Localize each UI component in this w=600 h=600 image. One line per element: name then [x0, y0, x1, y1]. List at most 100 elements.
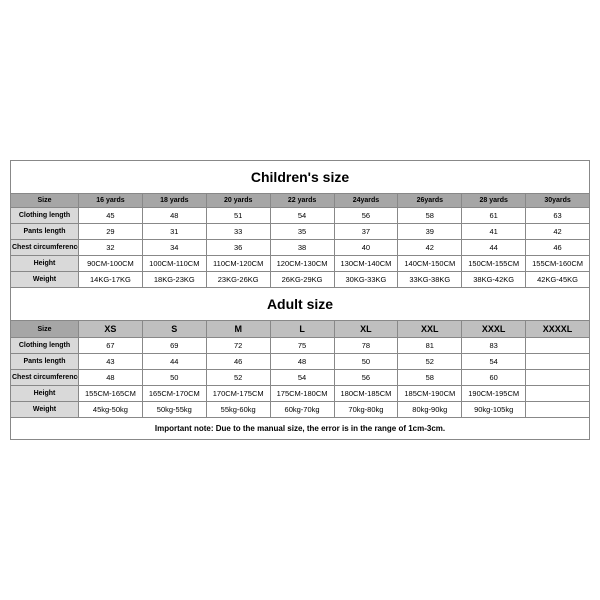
- children-cell: 150CM-155CM: [462, 256, 526, 272]
- adult-cell: [526, 338, 590, 354]
- adult-size-label: Size: [11, 321, 79, 338]
- children-cell: 110CM-120CM: [206, 256, 270, 272]
- children-row-2-label: Chest circumference 1/2: [11, 240, 79, 256]
- children-row-2: Chest circumference 1/2 32 34 36 38 40 4…: [11, 240, 590, 256]
- children-row-0: Clothing length 45 48 51 54 56 58 61 63: [11, 208, 590, 224]
- adult-size-3: L: [270, 321, 334, 338]
- adult-row-3-label: Height: [11, 386, 79, 402]
- children-cell: 14KG-17KG: [79, 272, 143, 288]
- children-cell: 48: [142, 208, 206, 224]
- children-size-0: 16 yards: [79, 194, 143, 208]
- adult-cell: 90kg-105kg: [462, 402, 526, 418]
- adult-cell: 43: [79, 354, 143, 370]
- adult-row-4-label: Weight: [11, 402, 79, 418]
- children-header-row: Size 16 yards 18 yards 20 yards 22 yards…: [11, 194, 590, 208]
- children-size-3: 22 yards: [270, 194, 334, 208]
- adult-row-4: Weight 45kg-50kg 50kg-55kg 55kg-60kg 60k…: [11, 402, 590, 418]
- children-cell: 40: [334, 240, 398, 256]
- adult-cell: 175CM-180CM: [270, 386, 334, 402]
- children-cell: 36: [206, 240, 270, 256]
- adult-cell: 56: [334, 370, 398, 386]
- children-cell: 30KG-33KG: [334, 272, 398, 288]
- children-cell: 39: [398, 224, 462, 240]
- adult-cell: 60: [462, 370, 526, 386]
- adult-row-0-label: Clothing length: [11, 338, 79, 354]
- adult-cell: 50kg-55kg: [142, 402, 206, 418]
- adult-header-row: Size XS S M L XL XXL XXXL XXXXL: [11, 321, 590, 338]
- children-size-6: 28 yards: [462, 194, 526, 208]
- children-cell: 42: [526, 224, 590, 240]
- children-cell: 45: [79, 208, 143, 224]
- children-cell: 33: [206, 224, 270, 240]
- adult-cell: 185CM-190CM: [398, 386, 462, 402]
- children-cell: 44: [462, 240, 526, 256]
- children-cell: 63: [526, 208, 590, 224]
- adult-cell: [526, 370, 590, 386]
- adult-title: Adult size: [11, 288, 590, 321]
- adult-cell: 78: [334, 338, 398, 354]
- children-row-4-label: Weight: [11, 272, 79, 288]
- adult-cell: 81: [398, 338, 462, 354]
- children-cell: 51: [206, 208, 270, 224]
- children-cell: 61: [462, 208, 526, 224]
- children-size-7: 30yards: [526, 194, 590, 208]
- adult-row-2: Chest circumference 1/2 48 50 52 54 56 5…: [11, 370, 590, 386]
- adult-cell: 155CM-165CM: [79, 386, 143, 402]
- adult-cell: 48: [79, 370, 143, 386]
- children-cell: 120CM-130CM: [270, 256, 334, 272]
- children-title: Children's size: [11, 161, 590, 194]
- adult-row-3: Height 155CM-165CM 165CM-170CM 170CM-175…: [11, 386, 590, 402]
- children-size-2: 20 yards: [206, 194, 270, 208]
- children-cell: 90CM-100CM: [79, 256, 143, 272]
- note-row: Important note: Due to the manual size, …: [11, 418, 590, 440]
- children-cell: 58: [398, 208, 462, 224]
- important-note: Important note: Due to the manual size, …: [11, 418, 590, 440]
- adult-size-7: XXXXL: [526, 321, 590, 338]
- adult-size-6: XXXL: [462, 321, 526, 338]
- size-table: Children's size Size 16 yards 18 yards 2…: [10, 160, 590, 440]
- adult-cell: 50: [142, 370, 206, 386]
- children-cell: 56: [334, 208, 398, 224]
- children-cell: 100CM-110CM: [142, 256, 206, 272]
- children-title-row: Children's size: [11, 161, 590, 194]
- children-row-3-label: Height: [11, 256, 79, 272]
- children-cell: 33KG-38KG: [398, 272, 462, 288]
- children-cell: 41: [462, 224, 526, 240]
- children-cell: 23KG-26KG: [206, 272, 270, 288]
- children-cell: 46: [526, 240, 590, 256]
- children-row-4: Weight 14KG-17KG 18KG-23KG 23KG-26KG 26K…: [11, 272, 590, 288]
- adult-size-1: S: [142, 321, 206, 338]
- adult-size-5: XXL: [398, 321, 462, 338]
- adult-cell: [526, 354, 590, 370]
- children-cell: 42KG-45KG: [526, 272, 590, 288]
- adult-cell: 46: [206, 354, 270, 370]
- adult-cell: 55kg-60kg: [206, 402, 270, 418]
- adult-size-2: M: [206, 321, 270, 338]
- children-cell: 37: [334, 224, 398, 240]
- children-size-1: 18 yards: [142, 194, 206, 208]
- children-cell: 155CM-160CM: [526, 256, 590, 272]
- adult-cell: 165CM-170CM: [142, 386, 206, 402]
- adult-cell: 45kg-50kg: [79, 402, 143, 418]
- children-cell: 54: [270, 208, 334, 224]
- children-cell: 130CM-140CM: [334, 256, 398, 272]
- children-cell: 42: [398, 240, 462, 256]
- children-cell: 34: [142, 240, 206, 256]
- adult-cell: [526, 402, 590, 418]
- adult-cell: 52: [206, 370, 270, 386]
- adult-cell: 75: [270, 338, 334, 354]
- children-cell: 35: [270, 224, 334, 240]
- children-cell: 29: [79, 224, 143, 240]
- adult-cell: 67: [79, 338, 143, 354]
- adult-cell: 72: [206, 338, 270, 354]
- children-row-1-label: Pants length: [11, 224, 79, 240]
- children-row-3: Height 90CM-100CM 100CM-110CM 110CM-120C…: [11, 256, 590, 272]
- children-cell: 18KG-23KG: [142, 272, 206, 288]
- adult-cell: 69: [142, 338, 206, 354]
- adult-cell: 54: [270, 370, 334, 386]
- adult-cell: 58: [398, 370, 462, 386]
- adult-cell: 180CM-185CM: [334, 386, 398, 402]
- children-cell: 26KG-29KG: [270, 272, 334, 288]
- adult-row-1: Pants length 43 44 46 48 50 52 54: [11, 354, 590, 370]
- adult-row-1-label: Pants length: [11, 354, 79, 370]
